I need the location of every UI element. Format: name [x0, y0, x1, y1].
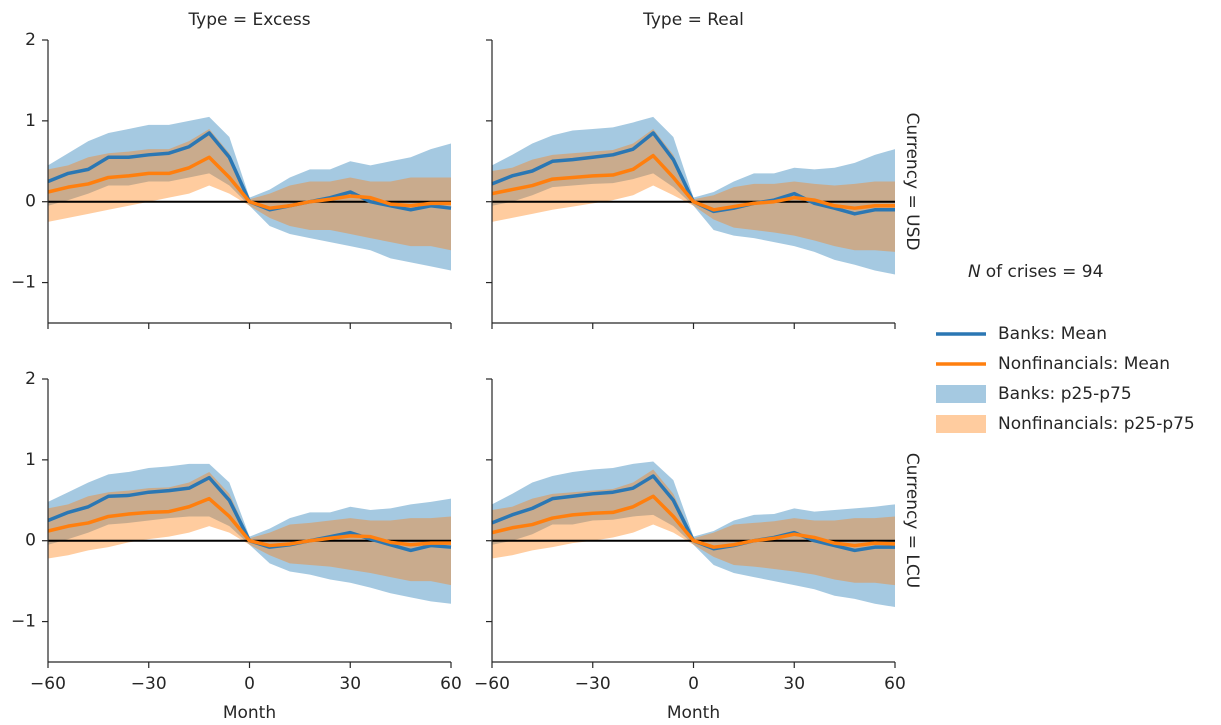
band	[492, 461, 895, 608]
x-tick-label: 30	[339, 674, 361, 694]
band	[492, 469, 895, 586]
x-tick-label: −30	[575, 674, 611, 694]
y-tick-label: 0	[25, 531, 36, 551]
x-axis-label: Month	[667, 703, 720, 723]
band	[48, 128, 451, 251]
band	[492, 128, 895, 252]
band	[48, 463, 451, 604]
line	[491, 153, 895, 212]
x-tick-label: −30	[131, 674, 167, 694]
x-tick-label: 30	[783, 674, 805, 694]
legend-swatch	[936, 385, 986, 403]
y-tick-label: 1	[25, 450, 36, 470]
x-axis-label: Month	[223, 703, 276, 723]
y-tick-label: 0	[25, 192, 36, 212]
x-tick-label: 0	[688, 674, 699, 694]
legend-label: Banks: p25-p75	[998, 384, 1132, 404]
note-text: of crises = 94	[986, 262, 1104, 282]
line	[47, 496, 451, 548]
legend-swatch	[936, 415, 986, 433]
legend-label: Nonfinancials: Mean	[998, 354, 1170, 374]
y-tick-label: −1	[11, 612, 36, 632]
column-title: Type = Excess	[187, 10, 310, 30]
y-tick-label: 2	[25, 30, 36, 50]
band	[48, 471, 451, 586]
column-title: Type = Real	[642, 10, 744, 30]
y-tick-label: −1	[11, 273, 36, 293]
x-tick-label: −60	[30, 674, 66, 694]
legend-label: Nonfinancials: p25-p75	[998, 414, 1195, 434]
row-label: Currency = USD	[902, 113, 922, 251]
x-tick-label: −60	[474, 674, 510, 694]
y-tick-label: 2	[25, 369, 36, 389]
legend-label: Banks: Mean	[998, 324, 1107, 344]
line	[491, 494, 896, 549]
line	[47, 155, 451, 210]
x-tick-label: 0	[244, 674, 255, 694]
y-tick-label: 1	[25, 111, 36, 131]
note-symbol: N	[968, 262, 981, 282]
row-label: Currency = LCU	[902, 453, 922, 588]
x-tick-label: 60	[884, 674, 906, 694]
x-tick-label: 60	[440, 674, 462, 694]
